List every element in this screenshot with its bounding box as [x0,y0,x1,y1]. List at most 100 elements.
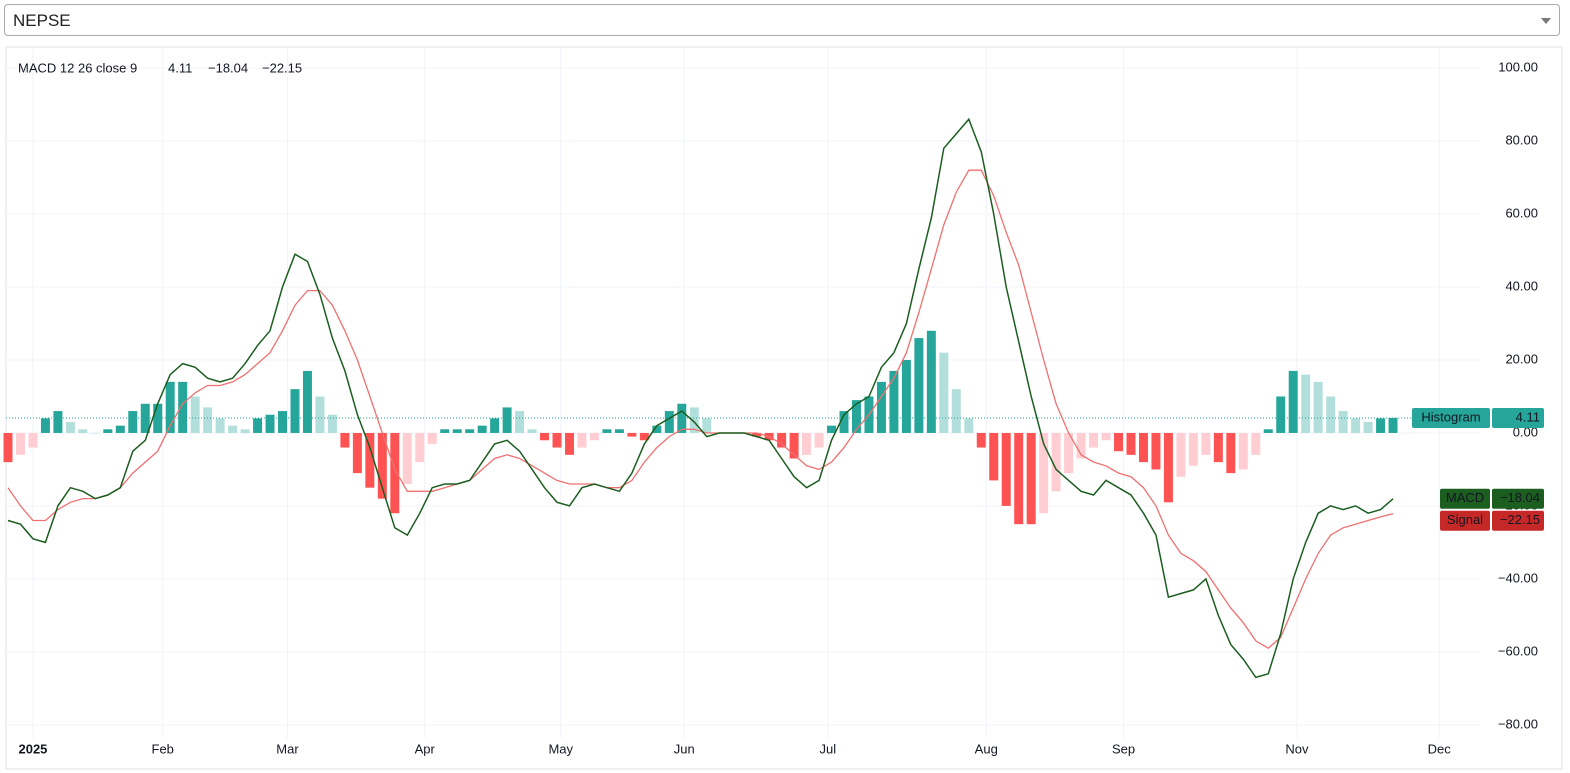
histogram-bar [1138,432,1148,463]
histogram-bar [814,432,824,448]
y-tick-label: 0.00 [1513,424,1538,439]
y-tick-label: 20.00 [1505,351,1538,366]
x-tick-label: Jul [819,741,836,756]
x-tick-label: Aug [975,741,998,756]
histogram-bar [1026,432,1036,525]
histogram-bar [253,418,263,433]
y-tick-label: −60.00 [1498,643,1538,658]
y-tick-label: 100.00 [1498,60,1538,75]
histogram-bar [477,425,487,433]
histogram-bar [515,411,525,433]
dropdown-arrow[interactable] [1541,17,1551,25]
histogram-bar [802,432,812,455]
histogram-bar [1176,432,1186,477]
histogram-bar [390,432,400,514]
histogram-bar [1201,432,1211,455]
price-label-value-bg [1492,488,1544,509]
histogram-bar [190,396,200,433]
symbol-select[interactable]: NEPSE [4,4,1560,36]
price-label-name: Signal [1447,512,1483,527]
histogram-bar [78,429,88,433]
histogram-bar [1076,432,1086,459]
histogram-bar [1188,432,1198,466]
histogram-bar [1114,432,1124,452]
price-label-name-bg [1412,407,1490,428]
histogram-bar [689,407,699,433]
legend-title: MACD 12 26 close 9 [18,60,137,75]
histogram-bar [178,381,188,433]
histogram-bar [989,432,999,481]
legend-value: 4.11 [168,60,192,75]
histogram-bar [926,330,936,433]
histogram-bar [839,411,849,433]
histogram-bar [103,429,113,433]
histogram-bar [15,432,25,455]
histogram-bar [1001,432,1011,506]
histogram-bar [315,396,325,433]
histogram-bar [278,411,287,433]
histogram-bar [851,400,861,433]
histogram-bar [827,425,837,433]
histogram-bar [128,411,138,433]
histogram-bar [90,432,100,434]
histogram-bar [1376,418,1386,433]
histogram-bar [1039,432,1049,514]
select-value[interactable]: NEPSE [13,11,71,30]
histogram-bar [639,432,649,441]
histogram-bar [215,418,225,433]
histogram-bar [614,429,624,433]
x-tick-label: Jun [674,741,695,756]
histogram-bar [502,407,512,433]
histogram-bar [1301,374,1311,433]
histogram-bar [939,352,949,433]
histogram-bar [589,432,599,441]
histogram-bar [1163,432,1173,503]
legend-value: −18.04 [208,60,248,75]
histogram-bar [427,432,437,444]
histogram-bar [1276,396,1286,433]
histogram-bar [1363,422,1373,433]
price-label-value-bg [1492,407,1544,428]
histogram-bar [1126,432,1136,455]
histogram-bar [1151,432,1161,470]
histogram-bar [340,432,350,448]
histogram-bar [265,414,275,433]
x-tick-label: May [548,741,573,756]
histogram-bar [1089,432,1099,448]
histogram-bar [552,432,562,448]
y-tick-label: 40.00 [1505,278,1538,293]
histogram-bar [1051,432,1061,492]
histogram-bar [1351,418,1361,433]
y-tick-label: 60.00 [1505,205,1538,220]
histogram-bar [777,432,787,448]
histogram-bar [627,432,637,437]
histogram-bar [490,418,500,433]
price-label-value-bg [1492,510,1544,531]
histogram-bar [115,425,125,433]
line-signal [7,169,1394,649]
histogram-bar [302,370,312,433]
histogram-bar [153,403,163,433]
histogram-bar [65,422,75,433]
histogram-bar [1388,417,1398,433]
histogram-bar [352,432,362,474]
price-label-name-bg [1440,488,1490,509]
histogram-bar [1338,411,1348,433]
histogram-bar [1326,396,1336,433]
histogram-bar [664,411,674,433]
histogram-bar [565,432,574,455]
line-macd [7,117,1394,679]
histogram-bar [976,432,986,448]
histogram-bar [1313,381,1323,433]
histogram-bar [964,418,974,433]
histogram-bar [1251,432,1261,455]
histogram-bar [228,425,238,433]
histogram-bar [402,432,412,485]
histogram-bar [140,403,150,433]
price-label-name-bg [1440,510,1490,531]
histogram-bar [602,429,612,433]
legend-value: −22.15 [262,60,302,75]
histogram-bar [452,429,462,433]
